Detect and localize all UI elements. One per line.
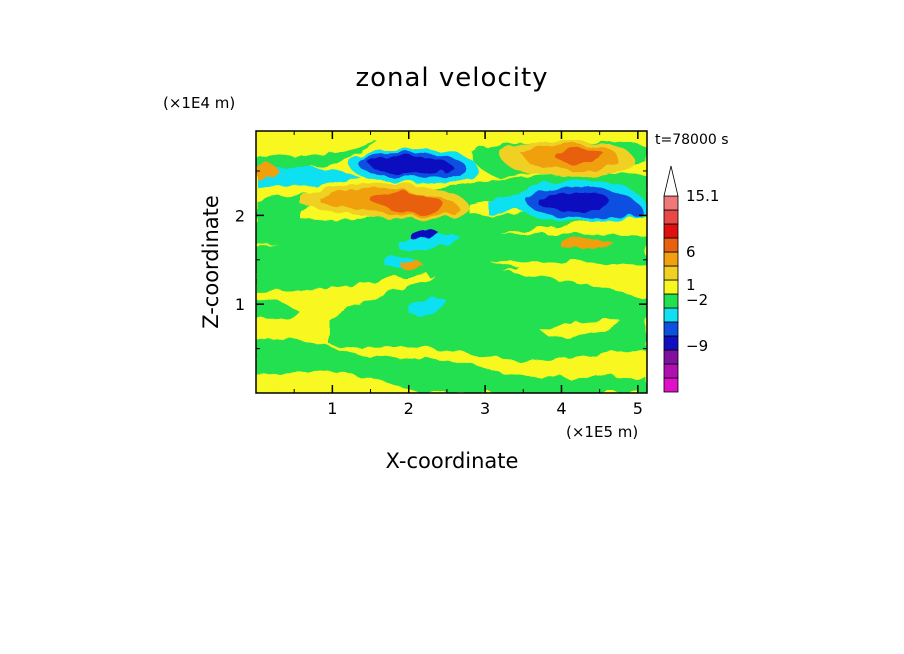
colorbar-label: −9 [686, 337, 708, 355]
y-tick-label: 2 [235, 206, 245, 225]
colorbar-label: 15.1 [686, 187, 719, 205]
plot-frame [255, 130, 648, 394]
time-label: t=78000 s [655, 132, 729, 148]
y-axis-unit: (×1E4 m) [163, 94, 235, 112]
colorbar-swatch [663, 363, 679, 379]
colorbar-swatch [663, 307, 679, 323]
colorbar-swatch [663, 265, 679, 281]
colorbar-swatch [663, 195, 679, 211]
x-axis-unit: (×1E5 m) [566, 423, 638, 441]
colorbar-swatch [663, 223, 679, 239]
colorbar [663, 165, 679, 393]
y-tick-label: 1 [235, 295, 245, 314]
colorbar-label: 1 [686, 276, 696, 294]
x-tick-label: 4 [556, 399, 566, 418]
colorbar-label: 6 [686, 243, 696, 261]
x-tick-label: 2 [404, 399, 414, 418]
colorbar-swatch [663, 293, 679, 309]
colorbar-swatch [663, 251, 679, 267]
colorbar-swatch [663, 209, 679, 225]
colorbar-swatch [663, 349, 679, 365]
x-tick-label: 3 [480, 399, 490, 418]
colorbar-overflow-triangle [663, 165, 679, 197]
x-tick-label: 1 [327, 399, 337, 418]
colorbar-label: −2 [686, 291, 708, 309]
contour-field [256, 131, 647, 393]
colorbar-swatch [663, 237, 679, 253]
x-tick-label: 5 [633, 399, 643, 418]
colorbar-swatch [663, 335, 679, 351]
colorbar-swatch [663, 377, 679, 393]
colorbar-labels: 15.1 6 1−2 −9 [686, 187, 719, 355]
chart-title: zonal velocity [355, 63, 548, 93]
y-axis-label: Z-coordinate [199, 195, 223, 329]
y-axis-ticks: 12 [235, 170, 647, 350]
colorbar-swatch [663, 279, 679, 295]
x-axis-label: X-coordinate [386, 449, 519, 473]
x-axis-ticks: 1 2 3 4 5 [293, 131, 643, 418]
colorbar-swatch [663, 321, 679, 337]
